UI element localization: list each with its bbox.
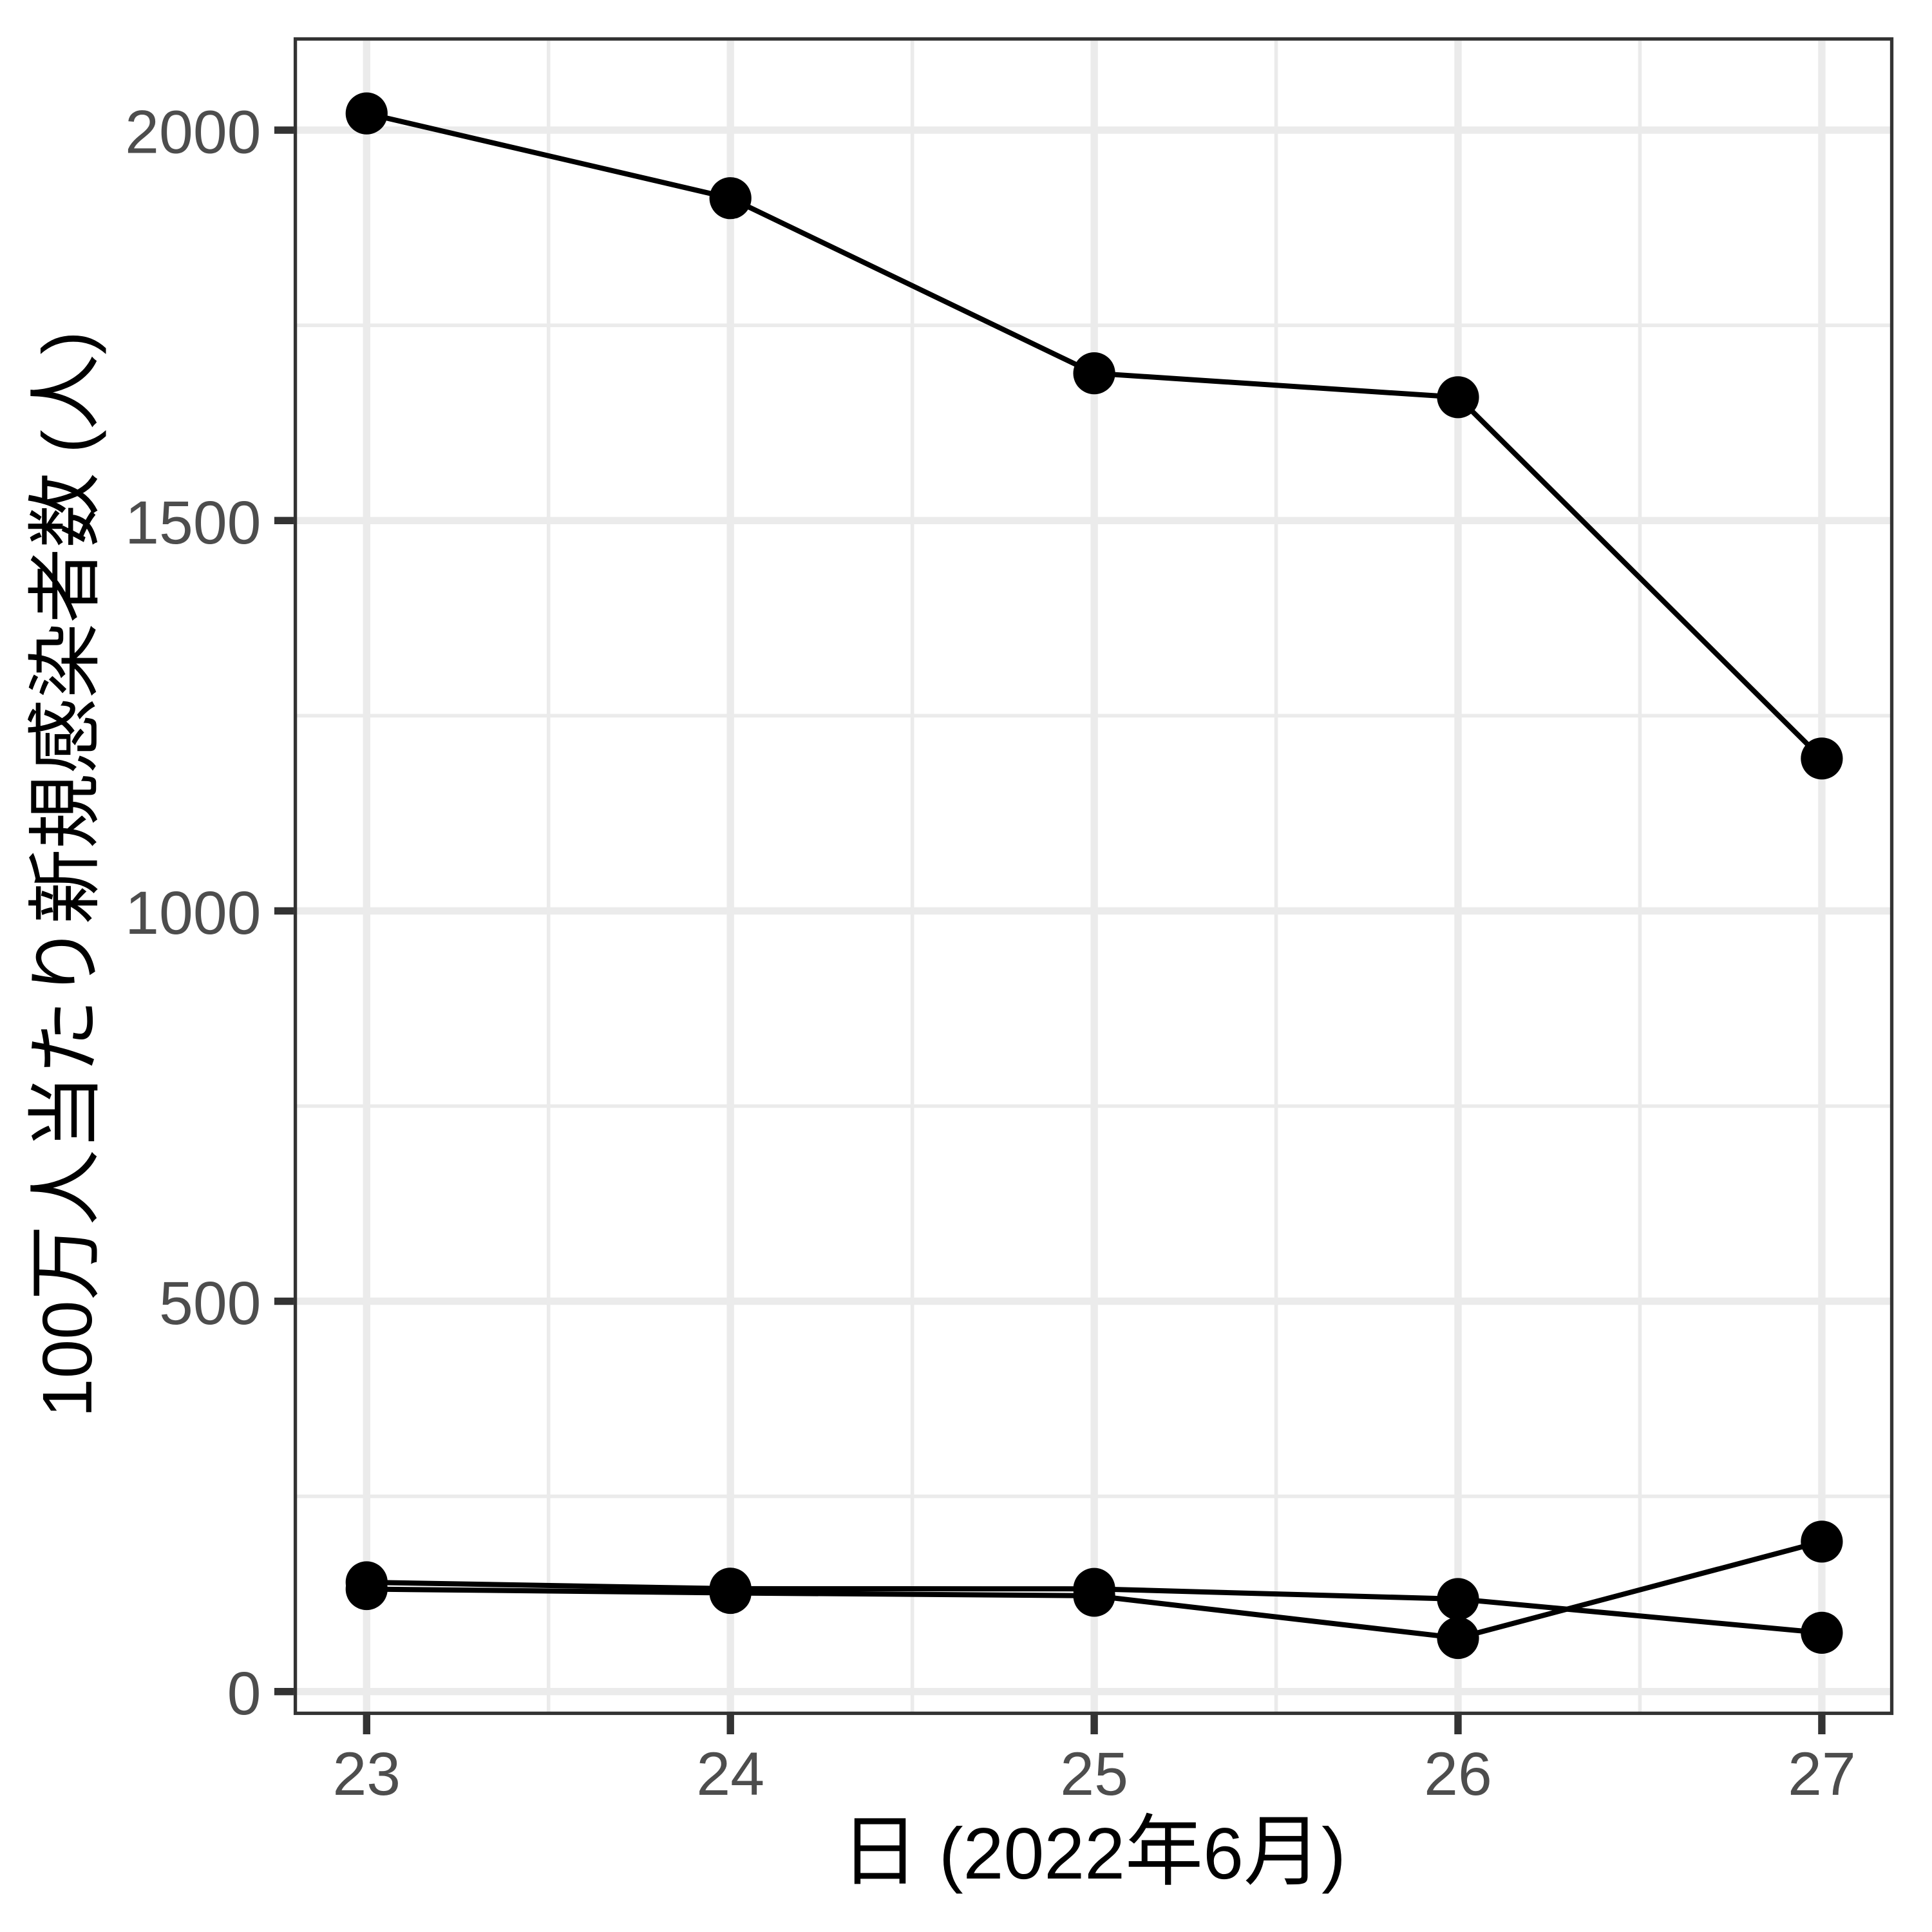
svg-text:2000: 2000 [125,99,261,167]
svg-text:25: 25 [1060,1740,1128,1808]
svg-text:0: 0 [227,1660,261,1728]
svg-text:27: 27 [1788,1740,1856,1808]
svg-text:24: 24 [696,1740,764,1808]
svg-text:26: 26 [1424,1740,1492,1808]
svg-text:23: 23 [332,1740,401,1808]
svg-text:1000: 1000 [125,879,261,947]
svg-text:500: 500 [159,1269,261,1338]
svg-text:1500: 1500 [125,489,261,557]
